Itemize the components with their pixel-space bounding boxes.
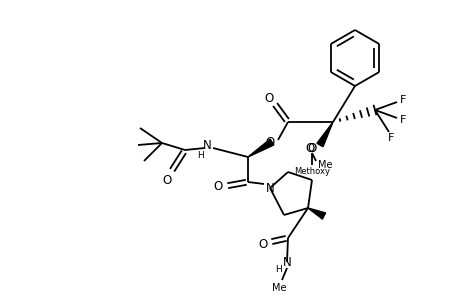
Text: N: N bbox=[282, 256, 291, 268]
Text: Me: Me bbox=[271, 283, 285, 293]
Text: N: N bbox=[202, 139, 211, 152]
Polygon shape bbox=[308, 208, 325, 219]
Polygon shape bbox=[247, 139, 273, 157]
Text: F: F bbox=[399, 115, 405, 125]
Text: O: O bbox=[258, 238, 267, 250]
Text: Me: Me bbox=[317, 160, 332, 170]
Text: F: F bbox=[387, 133, 393, 143]
Text: N: N bbox=[265, 182, 274, 194]
Text: H: H bbox=[197, 151, 204, 160]
Text: F: F bbox=[399, 95, 405, 105]
Text: H: H bbox=[275, 266, 282, 274]
Text: O: O bbox=[265, 136, 274, 148]
Polygon shape bbox=[316, 122, 332, 147]
Text: O: O bbox=[307, 142, 316, 154]
Text: Methoxy: Methoxy bbox=[293, 167, 329, 176]
Text: O: O bbox=[305, 142, 314, 154]
Text: O: O bbox=[213, 181, 222, 194]
Text: O: O bbox=[162, 173, 171, 187]
Text: O: O bbox=[264, 92, 273, 104]
